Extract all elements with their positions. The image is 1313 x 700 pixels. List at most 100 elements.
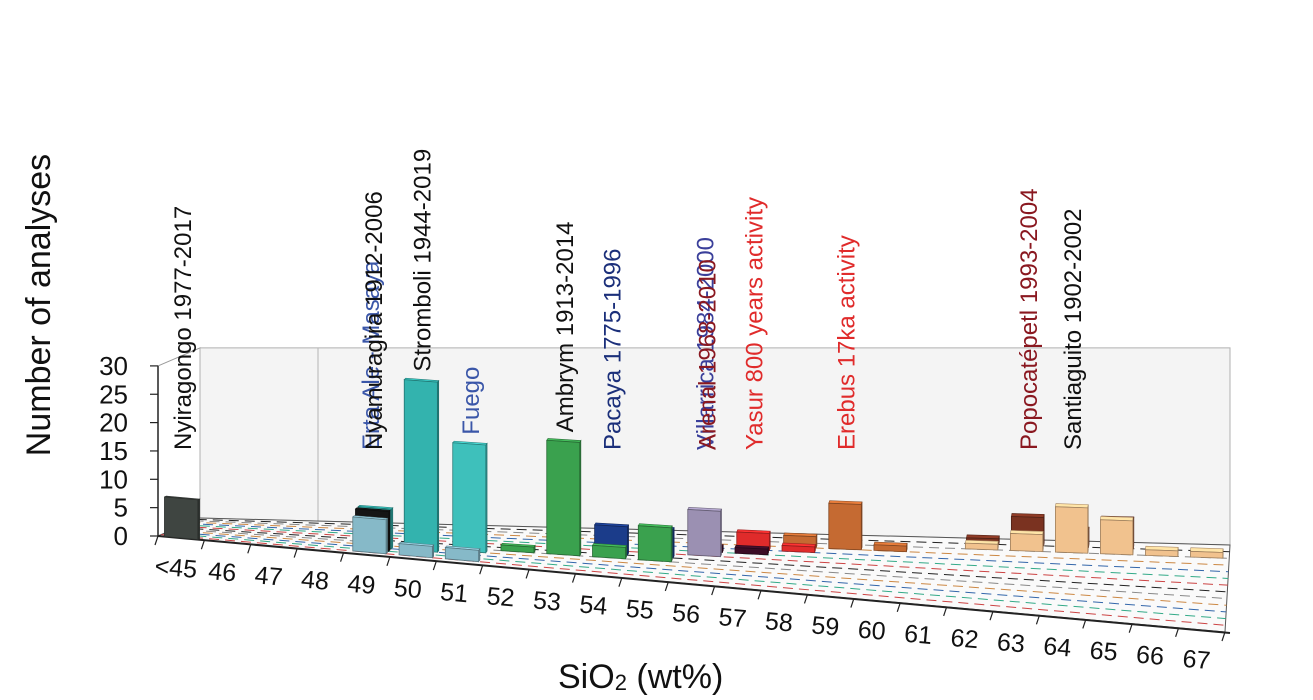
x-axis-line — [157, 535, 1231, 634]
bar-front — [500, 544, 535, 554]
y-tick-label: 30 — [99, 351, 128, 381]
bar — [964, 539, 999, 551]
series-label: Stromboli 1944-2019 — [409, 149, 436, 372]
x-tick-label: 53 — [532, 586, 562, 616]
series-label: Nyamuragira 1912-2006 — [361, 191, 388, 450]
x-tick-label: 51 — [439, 578, 469, 608]
bar — [1145, 545, 1179, 557]
x-tick-mark — [200, 539, 205, 550]
bar — [736, 529, 771, 551]
bar — [734, 544, 770, 556]
x-tick-mark — [1128, 623, 1133, 633]
series-label: Popocatépetl 1993-2004 — [1016, 188, 1043, 450]
x-tick-label: 62 — [949, 624, 979, 654]
bar-front — [1055, 506, 1089, 554]
bar — [1100, 516, 1134, 556]
x-tick-mark — [1175, 627, 1180, 638]
series-label: Arenal 1968-2010 — [694, 259, 721, 450]
x-tick-label: 58 — [764, 607, 794, 637]
x-axis-title: SiO2 (wt%) — [558, 658, 723, 696]
y-tick-label: 25 — [99, 379, 128, 409]
x-tick-mark — [896, 602, 901, 612]
x-tick-label: <45 — [154, 552, 199, 584]
bar-front — [452, 442, 487, 554]
bar — [398, 541, 435, 559]
y-axis-title: Number of analyses — [20, 154, 58, 456]
bar — [1055, 503, 1089, 554]
y-tick-label: 20 — [99, 408, 128, 438]
bar-front — [546, 439, 581, 557]
bar-front — [687, 509, 721, 558]
x-tick-mark — [386, 556, 391, 567]
x-tick-label: 63 — [996, 628, 1026, 658]
depth-gridline — [167, 531, 1227, 613]
series-label: Ambrym 1913-2014 — [552, 221, 579, 432]
x-tick-label: 61 — [903, 620, 933, 650]
bar — [546, 438, 582, 557]
y-tick-label: 15 — [99, 436, 128, 466]
bar-front — [444, 547, 480, 563]
bar — [873, 541, 908, 553]
x-tick-mark — [247, 544, 252, 554]
y-tick-label: 5 — [114, 493, 128, 523]
bar-front — [637, 525, 672, 563]
y-tick-label: 0 — [114, 521, 128, 551]
series-label: Pacaya 1775-1996 — [600, 249, 627, 451]
x-tick-mark — [711, 585, 716, 596]
bar — [164, 495, 201, 541]
y-tick-label: 10 — [99, 464, 128, 494]
x-tick-label: 50 — [393, 574, 423, 604]
x-tick-mark — [1221, 631, 1226, 642]
bars — [164, 377, 1224, 563]
x-tick-mark — [664, 581, 669, 592]
x-tick-label: 56 — [671, 599, 701, 629]
series-label: Erebus 17ka activity — [833, 235, 860, 450]
bar-front — [398, 543, 433, 559]
x-tick-mark — [154, 535, 159, 546]
x-tick-label: 55 — [625, 595, 655, 625]
depth-gridline — [183, 524, 1229, 579]
bar-front — [734, 547, 769, 556]
x-tick-mark — [571, 573, 577, 583]
x-tick-mark — [850, 598, 855, 608]
x-tick-label: 60 — [857, 616, 887, 646]
x-axis-title-unit: (wt%) — [627, 658, 723, 696]
x-tick-label: 48 — [300, 565, 330, 595]
bar — [687, 506, 722, 558]
x-tick-label: 64 — [1042, 632, 1072, 662]
x-tick-mark — [803, 594, 809, 604]
bar-front — [1145, 549, 1179, 557]
x-tick-label: 47 — [254, 561, 284, 591]
bar — [500, 542, 536, 554]
x-tick-label: 49 — [346, 570, 376, 600]
bar — [637, 523, 673, 563]
bar-front — [964, 542, 999, 551]
series-label: Santiaguito 1902-2002 — [1060, 208, 1087, 450]
bar — [1190, 547, 1224, 559]
x-tick-label: 59 — [810, 611, 840, 641]
series-label: Fuego — [458, 367, 485, 435]
x-tick-label: 65 — [1089, 636, 1119, 666]
x-tick-label: 52 — [486, 582, 516, 612]
bar — [452, 440, 488, 554]
bar-front — [1190, 550, 1224, 559]
x-axis-title-main: SiO — [558, 658, 615, 696]
series-label: Nyiragongo 1977-2017 — [170, 206, 197, 450]
series-label: Yasur 800 years activity — [741, 197, 768, 450]
x-tick-mark — [479, 565, 484, 575]
x-tick-labels: <45 46 47 48 49 50 51 52 53 54 55 56 57 58 59 60 61 62 63 6… — [154, 552, 1212, 675]
x-axis-title-subscript: 2 — [615, 670, 627, 695]
x-tick-mark — [989, 610, 994, 621]
x-tick-label: 57 — [718, 603, 748, 633]
x-tick-mark — [1035, 615, 1041, 625]
bar — [352, 515, 389, 555]
bar-front — [352, 516, 387, 555]
x-tick-mark — [293, 548, 298, 558]
x-tick-mark — [525, 569, 530, 579]
x-tick-mark — [432, 560, 437, 571]
x-tick-label: 46 — [207, 557, 237, 587]
depth-gridline — [161, 534, 1226, 626]
x-tick-mark — [943, 606, 948, 617]
bar — [592, 543, 628, 560]
